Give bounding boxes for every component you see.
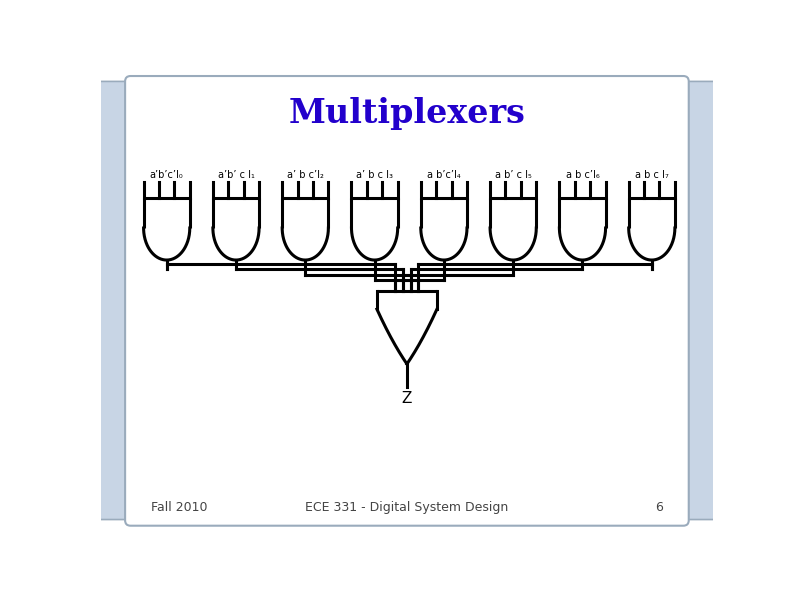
FancyBboxPatch shape bbox=[669, 82, 716, 519]
Text: a’ b c’I₂: a’ b c’I₂ bbox=[287, 170, 324, 180]
Text: Fall 2010: Fall 2010 bbox=[152, 502, 208, 515]
FancyBboxPatch shape bbox=[125, 76, 688, 526]
Text: a’b’c’I₀: a’b’c’I₀ bbox=[150, 170, 183, 180]
Text: ECE 331 - Digital System Design: ECE 331 - Digital System Design bbox=[306, 502, 508, 515]
Text: a’b’ c I₁: a’b’ c I₁ bbox=[218, 170, 254, 180]
Text: a b’c’I₄: a b’c’I₄ bbox=[427, 170, 461, 180]
Text: 6: 6 bbox=[656, 502, 663, 515]
Text: a b’ c I₅: a b’ c I₅ bbox=[495, 170, 531, 180]
Text: Multiplexers: Multiplexers bbox=[288, 97, 526, 130]
Text: a b c’I₆: a b c’I₆ bbox=[565, 170, 599, 180]
Text: Z: Z bbox=[402, 391, 412, 406]
Text: a b c I₇: a b c I₇ bbox=[635, 170, 669, 180]
FancyBboxPatch shape bbox=[98, 82, 145, 519]
Text: a’ b c I₃: a’ b c I₃ bbox=[356, 170, 393, 180]
